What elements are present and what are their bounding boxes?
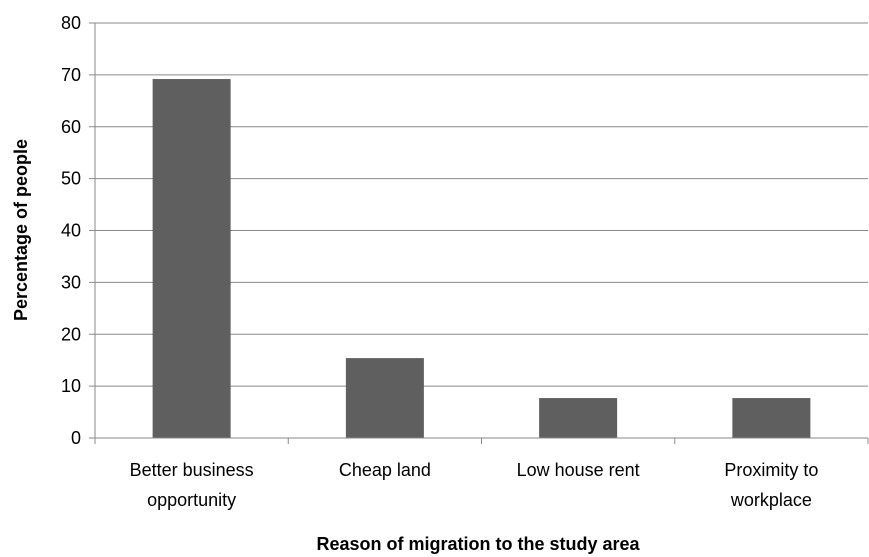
- y-tick-label-10: 10: [61, 376, 81, 396]
- y-tick-label-50: 50: [61, 169, 81, 189]
- x-category-label-2-line-0: Low house rent: [517, 460, 640, 480]
- x-category-labels: Better business opportunity Cheap land Low …: [130, 460, 819, 510]
- bar-2: [539, 398, 618, 438]
- x-category-label-3-line-1: workplace: [730, 490, 812, 510]
- y-tick-label-70: 70: [61, 65, 81, 85]
- axes: [89, 22, 869, 444]
- bar-0: [152, 79, 231, 439]
- x-category-label-3-line-0: Proximity to: [724, 460, 818, 480]
- y-tick-label-40: 40: [61, 221, 81, 241]
- bar-3: [732, 398, 811, 438]
- y-tick-label-60: 60: [61, 117, 81, 137]
- y-tick-label-80: 80: [61, 13, 81, 33]
- y-axis-title: Percentage of people: [11, 139, 31, 321]
- x-category-label-1-line-0: Cheap land: [339, 460, 431, 480]
- y-tick-label-30: 30: [61, 272, 81, 292]
- y-tick-labels: 0 10 20 30 40 50 60 70 80: [61, 13, 81, 448]
- x-axis-title: Reason of migration to the study area: [316, 534, 640, 554]
- bar-1: [345, 358, 424, 438]
- y-tick-label-0: 0: [71, 428, 81, 448]
- y-tick-label-20: 20: [61, 324, 81, 344]
- x-category-label-0-line-1: opportunity: [147, 490, 236, 510]
- x-category-label-0-line-0: Better business: [130, 460, 254, 480]
- bars: [152, 79, 811, 439]
